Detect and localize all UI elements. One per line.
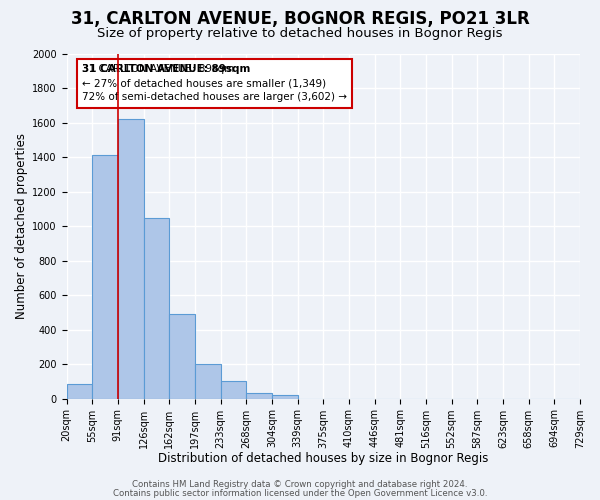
Text: 31 CARLTON AVENUE: 89sqm: 31 CARLTON AVENUE: 89sqm xyxy=(82,64,250,74)
Bar xyxy=(246,392,272,398)
Bar xyxy=(221,380,246,398)
Bar xyxy=(169,314,195,398)
Bar xyxy=(195,364,221,398)
Bar xyxy=(67,384,92,398)
Bar xyxy=(118,120,143,398)
Text: Contains HM Land Registry data © Crown copyright and database right 2024.: Contains HM Land Registry data © Crown c… xyxy=(132,480,468,489)
Bar xyxy=(272,395,298,398)
Text: 31, CARLTON AVENUE, BOGNOR REGIS, PO21 3LR: 31, CARLTON AVENUE, BOGNOR REGIS, PO21 3… xyxy=(71,10,529,28)
Y-axis label: Number of detached properties: Number of detached properties xyxy=(15,134,28,320)
Bar xyxy=(143,218,169,398)
Bar xyxy=(92,155,118,398)
Text: 31 CARLTON AVENUE: 89sqm
← 27% of detached houses are smaller (1,349)
72% of sem: 31 CARLTON AVENUE: 89sqm ← 27% of detach… xyxy=(82,64,347,102)
Text: Contains public sector information licensed under the Open Government Licence v3: Contains public sector information licen… xyxy=(113,488,487,498)
X-axis label: Distribution of detached houses by size in Bognor Regis: Distribution of detached houses by size … xyxy=(158,452,488,465)
Text: Size of property relative to detached houses in Bognor Regis: Size of property relative to detached ho… xyxy=(97,28,503,40)
